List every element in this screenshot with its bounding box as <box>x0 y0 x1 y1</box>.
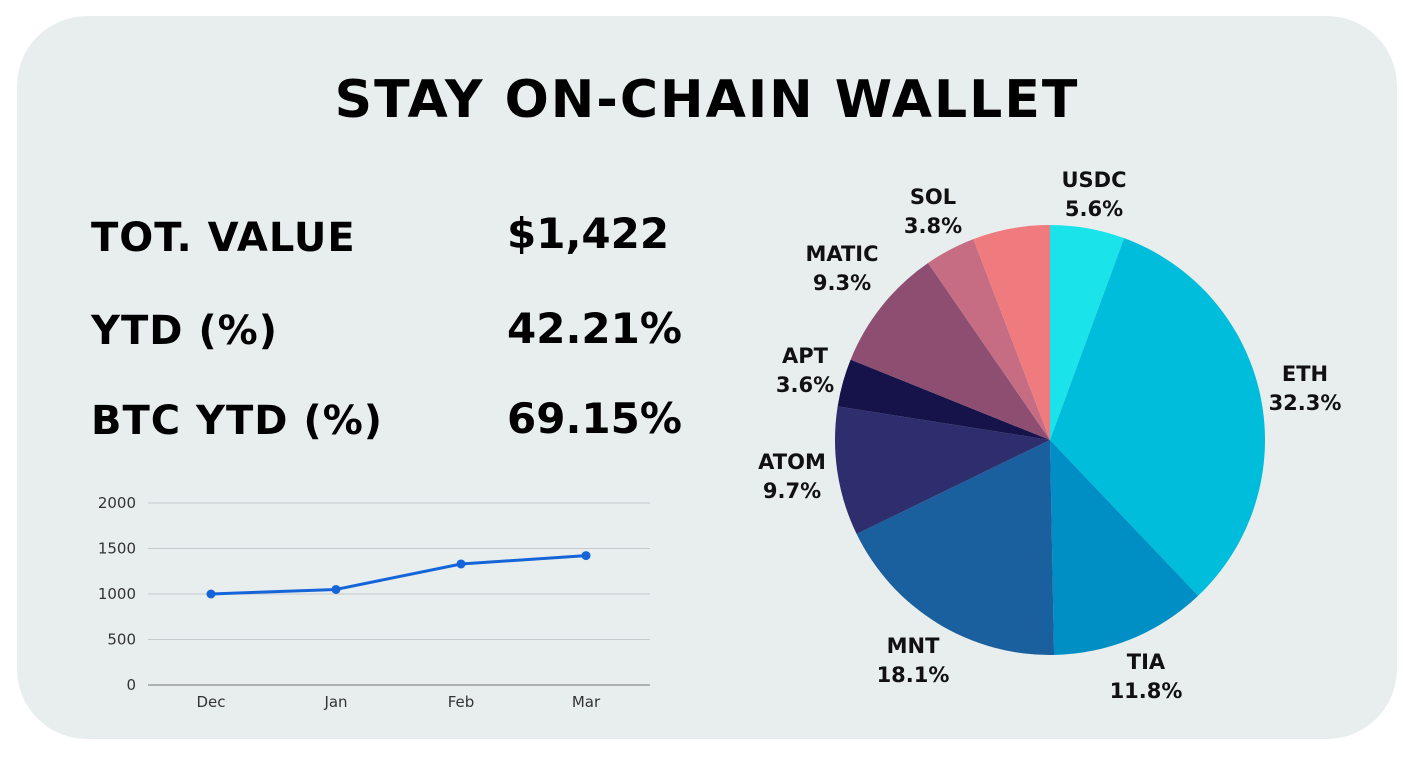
page-title: STAY ON-CHAIN WALLET <box>334 70 1080 130</box>
y-tick-label: 2000 <box>98 494 136 512</box>
data-point <box>581 551 591 561</box>
pie-slice-atom <box>835 406 1050 534</box>
btc-ytd-label: BTC YTD (%) <box>91 398 384 444</box>
slice-percent-label: 3.6% <box>776 373 834 397</box>
y-tick-label: 0 <box>126 676 136 694</box>
slice-percent-label: 9.3% <box>813 271 871 295</box>
pie-slice-apt <box>837 359 1050 440</box>
pie-slice-tia <box>1050 440 1199 655</box>
slice-label: SOL <box>910 185 956 209</box>
y-tick-label: 1000 <box>98 585 136 603</box>
total-value-label: TOT. VALUE <box>91 215 356 261</box>
data-point <box>456 559 466 569</box>
series-line <box>210 554 587 596</box>
btc-ytd-value: 69.15% <box>507 394 682 443</box>
slice-percent-label: 9.7% <box>763 479 821 503</box>
data-point <box>206 589 216 599</box>
slice-label: MNT <box>887 634 940 658</box>
slice-label: ATOM <box>758 450 826 474</box>
slice-percent-label: 5.6% <box>1065 197 1123 221</box>
total-value: $1,422 <box>507 209 670 258</box>
x-tick-label: Dec <box>196 693 225 711</box>
pie-slice-sol <box>928 239 1050 440</box>
y-tick-label: 1500 <box>98 540 136 558</box>
slice-percent-label: 32.3% <box>1269 391 1342 415</box>
pie-slice-matic <box>850 262 1050 440</box>
pie-slice <box>973 225 1050 440</box>
x-tick-label: Jan <box>323 693 347 711</box>
slice-label: MATIC <box>805 242 878 266</box>
x-tick-label: Feb <box>448 693 475 711</box>
ytd-label: YTD (%) <box>91 308 279 354</box>
slice-label: ETH <box>1282 362 1328 386</box>
data-point <box>331 584 341 594</box>
ytd-value: 42.21% <box>507 304 682 353</box>
pie-slice-usdc <box>1050 225 1125 440</box>
slice-label: TIA <box>1127 650 1166 674</box>
x-tick-label: Mar <box>572 693 601 711</box>
y-tick-label: 500 <box>107 631 136 649</box>
slice-label: USDC <box>1061 168 1126 192</box>
slice-percent-label: 18.1% <box>877 663 950 687</box>
slice-percent-label: 11.8% <box>1110 679 1183 703</box>
slice-label: APT <box>782 344 829 368</box>
slice-percent-label: 3.8% <box>904 214 962 238</box>
pie-slice-eth <box>1050 238 1265 596</box>
pie-slice-mnt <box>856 440 1055 655</box>
